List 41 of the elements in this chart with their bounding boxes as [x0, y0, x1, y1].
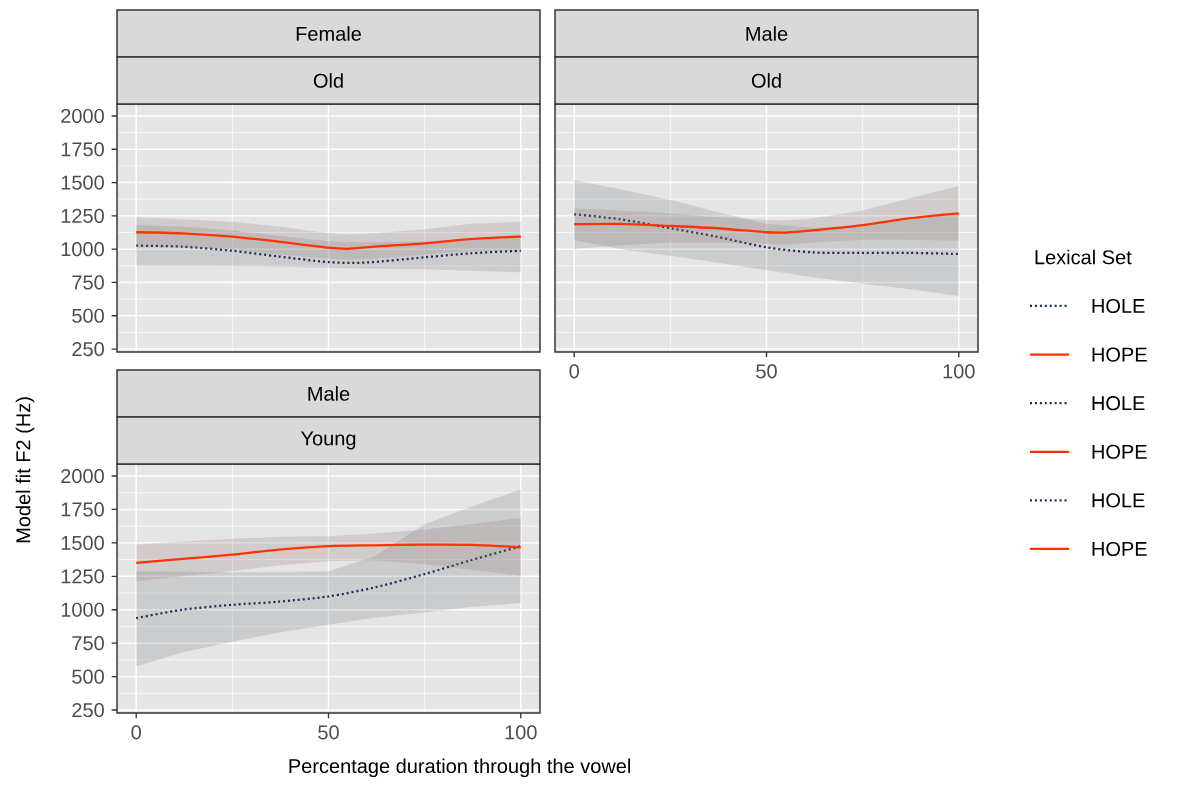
y-tick-label: 1250 [61, 569, 104, 584]
line-series [135, 244, 522, 265]
legend-title: Lexical Set [1035, 249, 1132, 265]
legend-label: HOPE [1092, 347, 1147, 362]
line-series [135, 543, 522, 565]
x-tick-label: 100 [505, 725, 537, 740]
y-tick-label: 1750 [61, 142, 104, 157]
x-axis-title: Percentage duration through the vowel [289, 758, 630, 778]
x-tick-label: 50 [756, 364, 777, 379]
y-tick-label: 500 [72, 669, 104, 684]
y-tick-label: 250 [72, 341, 104, 357]
chart-subtitle: Young [300, 431, 356, 450]
legend-label: HOPE [1092, 444, 1147, 459]
y-tick-label: 500 [72, 308, 104, 323]
line-series [135, 231, 522, 250]
x-tick-label: 0 [131, 725, 141, 740]
y-tick-label: 1500 [61, 535, 104, 550]
x-tick-label: 0 [569, 364, 579, 379]
y-tick-label: 750 [72, 636, 104, 651]
y-tick-label: 1000 [61, 242, 104, 257]
y-tick-label: 1250 [61, 208, 104, 223]
legend-label: HOLE [1092, 493, 1145, 508]
y-tick-label: 750 [72, 275, 104, 290]
line-series [135, 545, 522, 620]
legend-label: HOPE [1092, 541, 1147, 557]
chart-title: Male [308, 386, 350, 401]
legend-label: HOLE [1092, 396, 1145, 411]
y-tick-label: 1500 [61, 175, 104, 190]
y-tick-label: 2000 [61, 108, 104, 124]
y-tick-label: 1000 [61, 602, 104, 617]
y-axis-title: Model fit F2 (Hz) [15, 397, 35, 543]
y-tick-label: 1750 [61, 502, 104, 517]
chart-title: Male [746, 26, 788, 41]
y-tick-label: 250 [72, 702, 104, 718]
y-tick-label: 2000 [61, 468, 104, 484]
chart-title: Female [296, 26, 361, 41]
chart-subtitle: Old [313, 73, 343, 88]
chart-subtitle: Old [751, 73, 781, 88]
legend-label: HOLE [1092, 298, 1145, 314]
x-tick-label: 100 [943, 364, 975, 379]
x-tick-label: 50 [318, 725, 339, 740]
